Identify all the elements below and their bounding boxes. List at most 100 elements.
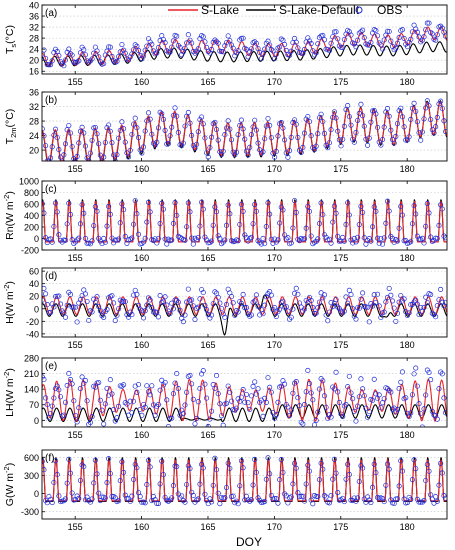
obs-point [295,291,301,297]
obs-point [218,241,225,247]
obs-point [111,240,117,246]
obs-point [217,501,223,507]
obs-point [79,462,85,468]
obs-point [111,58,117,64]
y-tick-label: 40 [29,279,39,289]
obs-point [396,299,402,305]
obs-point [44,240,50,246]
obs-point [121,126,127,132]
obs-point [202,381,208,387]
obs-point [222,314,228,320]
obs-point [119,459,125,465]
obs-point [235,501,241,507]
obs-point [378,314,384,321]
obs-point [117,220,123,226]
obs-point [423,477,429,484]
obs-point [96,379,102,386]
obs-point [316,386,323,392]
obs-point [267,42,273,48]
obs-point [351,408,357,414]
obs-point [263,224,269,230]
obs-point [310,501,316,507]
obs-point [421,497,427,504]
obs-point [248,132,254,138]
obs-point [263,123,269,129]
obs-point [213,126,220,132]
obs-point [94,48,100,54]
obs-point [145,199,152,205]
obs-point [137,406,143,412]
obs-point [197,117,203,123]
obs-point [223,302,230,308]
obs-point [386,387,392,394]
obs-point [225,33,231,39]
obs-point [255,303,261,309]
obs-point [165,49,171,55]
obs-point [92,457,98,463]
obs-point [157,387,163,393]
obs-point [212,289,218,295]
obs-point [86,59,92,65]
obs-point [162,294,168,300]
obs-point [132,198,138,204]
obs-point [321,493,327,499]
obs-point [313,143,319,149]
obs-point [428,234,434,240]
obs-point [49,301,55,307]
obs-point [356,478,362,485]
obs-point [346,287,352,293]
obs-point [384,106,391,112]
obs-point [126,154,132,160]
obs-point [433,494,439,500]
obs-point [328,127,334,133]
obs-point [408,410,414,416]
obs-point [182,402,188,408]
obs-point [403,137,409,143]
obs-point [355,495,361,501]
obs-point [267,122,273,129]
legend-label-s-lake: S-Lake [201,3,239,17]
obs-point [142,128,148,134]
obs-point [270,48,276,54]
obs-point [184,224,190,230]
obs-point [144,482,150,488]
obs-point [306,468,313,474]
obs-point [71,240,77,246]
obs-point [134,125,140,131]
y-tick-label: 0 [34,304,39,314]
obs-point [64,382,70,388]
obs-point [441,118,447,124]
obs-point [306,294,313,301]
x-tick-label: 155 [68,253,83,263]
obs-point [331,109,337,115]
obs-point [288,407,294,413]
obs-point [346,212,352,218]
obs-point [409,105,415,111]
obs-point [149,305,155,311]
obs-point [127,54,133,60]
obs-point [235,132,241,138]
obs-point [167,415,173,421]
panel-4: -40 -20 0 20 40 60 155 160 165 170 175 180 (d) H(W m-… [2,267,448,350]
obs-point [348,237,354,243]
obs-point [315,493,321,500]
obs-point [278,457,284,463]
obs-point [321,292,327,298]
obs-point [371,204,377,210]
obs-point [232,500,238,506]
obs-point [180,410,186,417]
obs-point [273,148,279,154]
obs-point [252,117,258,123]
obs-point [238,394,244,400]
obs-point [416,499,422,505]
obs-point [94,471,100,477]
obs-point [170,38,176,44]
obs-point [401,238,407,244]
obs-point [52,200,59,206]
obs-point [441,493,447,499]
obs-point [393,318,399,324]
obs-point [381,309,387,315]
obs-point [399,114,406,120]
obs-point [388,389,394,395]
obs-point [421,240,427,246]
